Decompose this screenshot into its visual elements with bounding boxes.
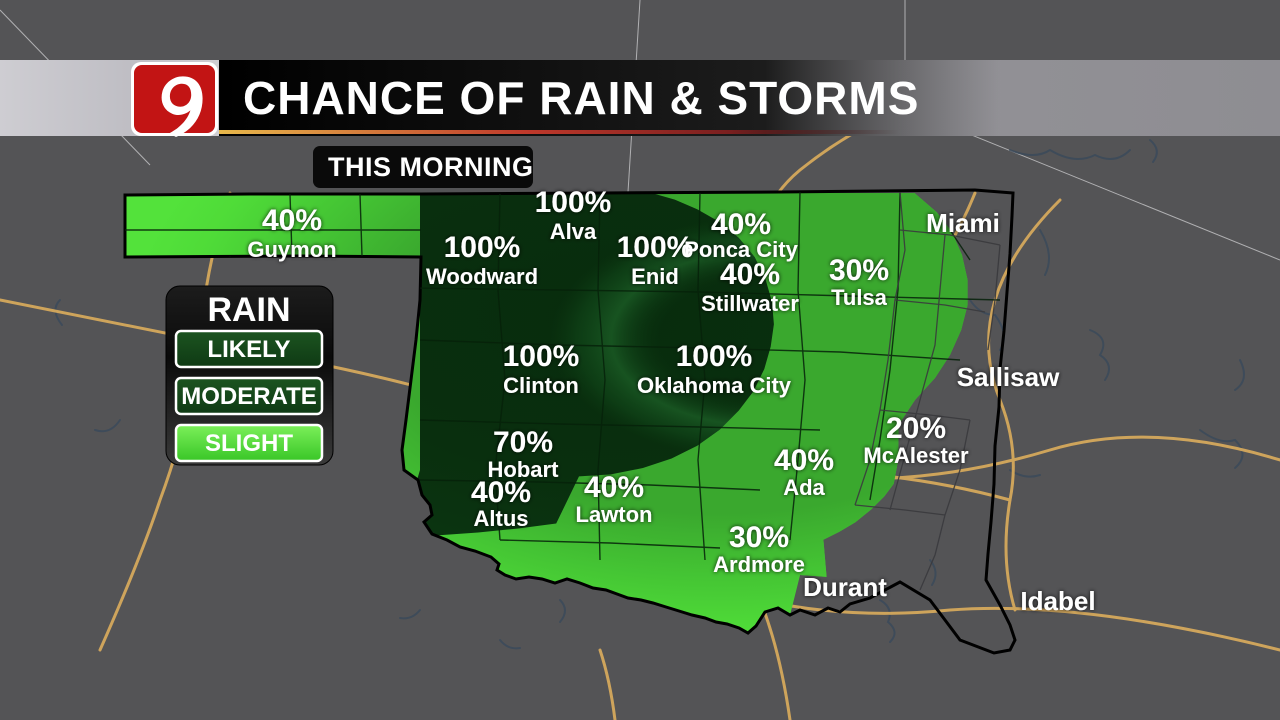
svg-text:Durant: Durant [803,572,887,602]
svg-text:Ardmore: Ardmore [713,552,805,577]
svg-text:Clinton: Clinton [503,373,579,398]
svg-text:Enid: Enid [631,264,679,289]
svg-text:70%: 70% [493,426,553,459]
svg-text:100%: 100% [535,186,612,219]
svg-text:McAlester: McAlester [863,443,969,468]
svg-text:Sallisaw: Sallisaw [957,362,1060,392]
svg-text:Idabel: Idabel [1020,586,1095,616]
svg-text:Lawton: Lawton [576,502,653,527]
svg-text:Altus: Altus [474,506,529,531]
svg-text:100%: 100% [444,231,521,264]
svg-text:Ada: Ada [783,475,825,500]
svg-text:30%: 30% [829,254,889,287]
svg-text:30%: 30% [729,521,789,554]
svg-text:100%: 100% [676,340,753,373]
svg-text:40%: 40% [774,444,834,477]
svg-text:20%: 20% [886,412,946,445]
svg-text:Guymon: Guymon [247,237,336,262]
svg-text:Oklahoma City: Oklahoma City [637,373,792,398]
svg-text:Alva: Alva [550,219,597,244]
svg-text:Stillwater: Stillwater [701,291,799,316]
svg-text:40%: 40% [584,471,644,504]
svg-text:40%: 40% [262,204,322,237]
svg-text:40%: 40% [720,258,780,291]
svg-text:Woodward: Woodward [426,264,538,289]
svg-text:100%: 100% [503,340,580,373]
svg-text:40%: 40% [471,476,531,509]
svg-text:Miami: Miami [926,208,1000,238]
svg-text:100%: 100% [617,231,694,264]
svg-text:Tulsa: Tulsa [831,285,888,310]
